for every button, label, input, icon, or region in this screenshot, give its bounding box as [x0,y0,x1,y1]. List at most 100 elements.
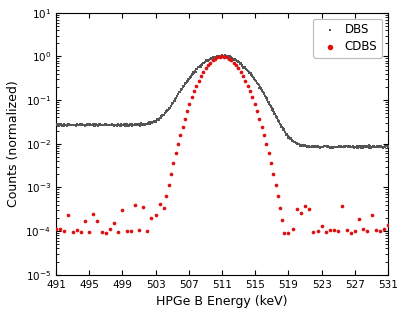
DBS [305,143,311,148]
DBS [124,123,130,128]
DBS [260,89,266,94]
DBS [54,123,61,128]
DBS [298,143,304,148]
DBS [94,122,100,127]
DBS [284,132,290,137]
DBS [226,54,232,59]
DBS [132,122,138,127]
DBS [207,57,213,62]
DBS [111,123,117,128]
DBS [286,135,293,140]
Point [53,227,59,232]
DBS [256,83,262,88]
CDBS [258,124,265,129]
DBS [300,144,307,149]
DBS [335,143,342,148]
DBS [207,55,214,60]
DBS [128,123,134,128]
Point [294,206,300,211]
DBS [197,64,203,69]
CDBS [207,60,214,65]
DBS [365,145,372,150]
CDBS [186,101,193,106]
DBS [267,102,273,107]
DBS [75,123,81,128]
DBS [166,106,173,111]
DBS [202,59,209,64]
DBS [79,121,85,126]
DBS [373,144,380,149]
DBS [271,112,278,117]
DBS [211,54,218,60]
CDBS [170,161,177,166]
DBS [373,144,379,149]
DBS [213,54,220,59]
DBS [263,95,269,100]
DBS [96,122,102,127]
DBS [181,83,187,88]
DBS [279,125,286,130]
Point [73,227,80,232]
CDBS [219,54,225,59]
DBS [53,123,60,128]
DBS [318,144,324,149]
Point [339,203,346,209]
Point [107,226,113,232]
DBS [72,123,79,128]
DBS [272,112,278,117]
Point [90,211,96,216]
DBS [292,140,299,145]
Point [57,227,63,232]
DBS [93,122,99,127]
DBS [126,122,133,127]
DBS [102,122,108,127]
CDBS [202,66,209,71]
DBS [350,144,356,149]
DBS [205,58,211,63]
DBS [285,135,292,140]
DBS [76,123,83,128]
DBS [294,141,301,146]
DBS [227,53,233,58]
DBS [354,146,361,151]
DBS [358,145,365,150]
DBS [60,123,66,128]
DBS [209,55,215,60]
DBS [236,60,242,65]
DBS [86,123,92,128]
DBS [188,75,194,80]
DBS [100,123,107,128]
Point [111,220,117,225]
DBS [143,122,149,127]
DBS [98,123,104,128]
DBS [109,122,115,127]
Point [123,228,130,233]
Point [356,216,362,221]
DBS [378,145,385,150]
DBS [308,145,315,150]
Point [377,228,383,233]
DBS [349,145,355,150]
Point [152,212,159,217]
CDBS [263,141,269,146]
DBS [317,146,323,151]
DBS [102,122,109,127]
DBS [119,123,126,128]
DBS [87,122,93,127]
DBS [90,121,97,126]
DBS [166,106,172,112]
DBS [306,144,313,149]
DBS [136,122,143,127]
DBS [170,99,177,104]
DBS [168,104,174,109]
DBS [55,124,62,129]
CDBS [252,101,258,106]
DBS [265,100,272,105]
DBS [66,122,72,127]
DBS [281,128,288,133]
DBS [299,143,305,148]
DBS [164,109,170,114]
DBS [317,145,324,150]
DBS [232,58,238,63]
DBS [326,145,332,150]
